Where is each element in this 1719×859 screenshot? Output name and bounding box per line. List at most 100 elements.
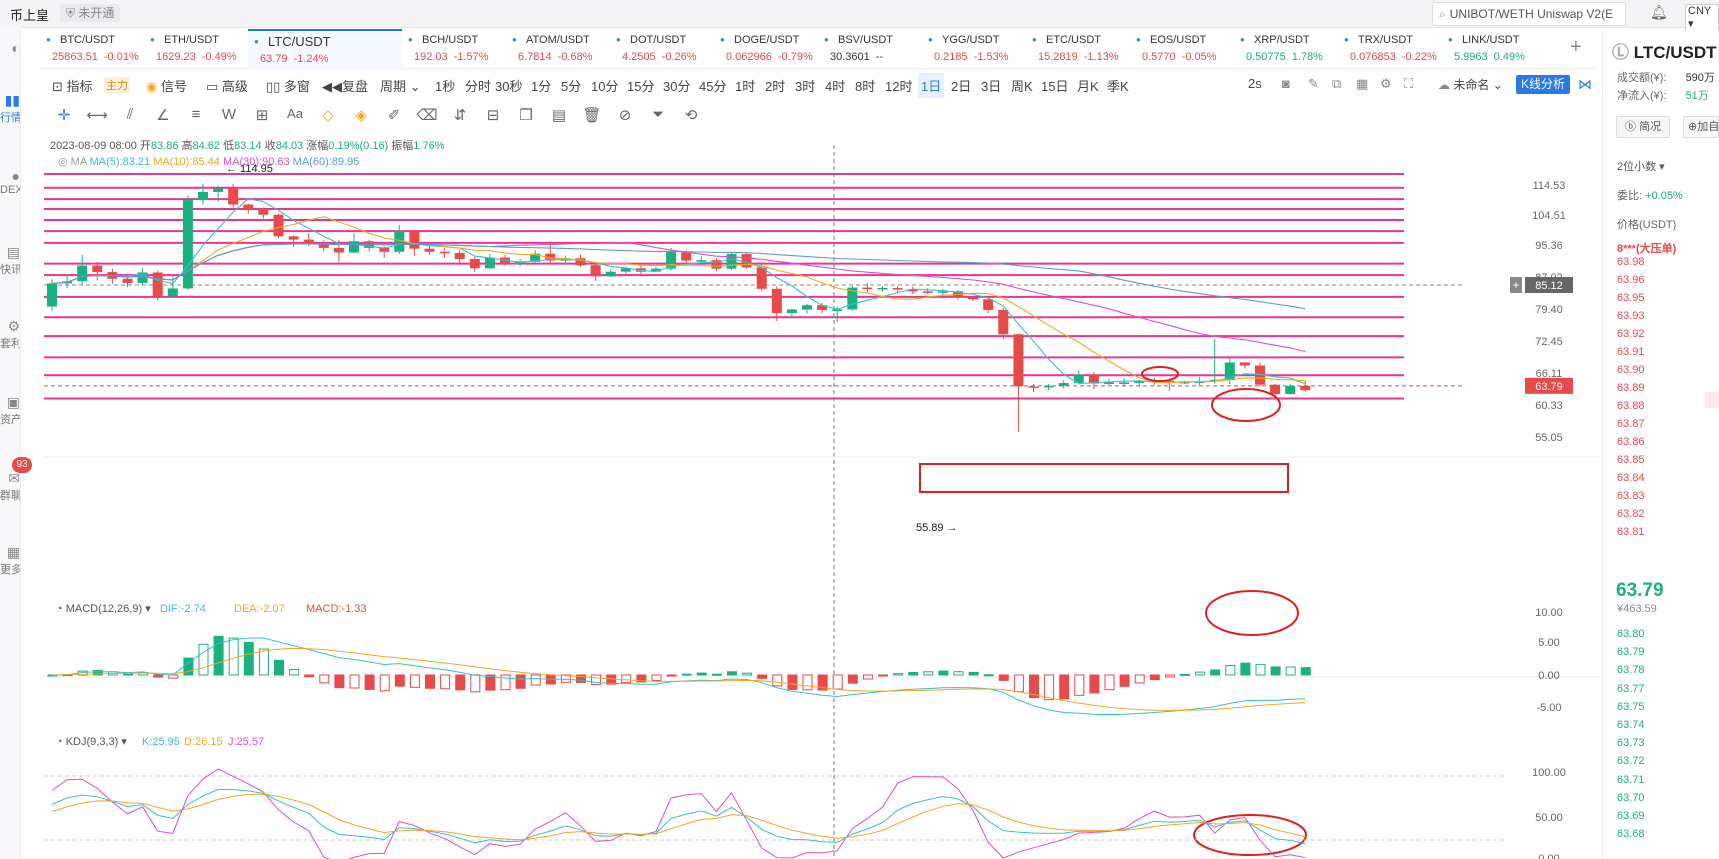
bid-price[interactable]: 63.71 xyxy=(1617,773,1645,786)
ask-price[interactable]: 63.85 xyxy=(1617,454,1645,466)
interval-20[interactable]: 月K xyxy=(1077,79,1099,94)
edit-icon[interactable]: ▤ xyxy=(551,107,567,124)
box-annotation[interactable] xyxy=(919,463,1289,493)
ask-price[interactable]: 63.92 xyxy=(1617,328,1645,340)
pattern-icon[interactable]: ⇵ xyxy=(453,107,467,124)
add-watchlist-button[interactable]: ⊕加自 xyxy=(1683,116,1719,138)
magnet-icon[interactable]: ⊘ xyxy=(618,107,632,124)
advanced-button[interactable]: ▭ 高级 xyxy=(206,76,248,95)
ask-price[interactable]: 63.90 xyxy=(1617,364,1645,376)
search-input[interactable]: ⌕ UNIBOT/WETH Uniswap V2(E xyxy=(1432,2,1626,26)
interval-1[interactable]: 分时 xyxy=(465,79,492,94)
grid-icon[interactable]: ▦ xyxy=(1356,76,1369,91)
interval-13[interactable]: 8时 xyxy=(855,79,876,94)
bid-price[interactable]: 63.74 xyxy=(1617,719,1645,731)
sidebar-item-assets[interactable]: ▣ 资产 xyxy=(0,394,20,427)
interval-11[interactable]: 3时 xyxy=(795,79,816,94)
ticker-tab-doge-usdt[interactable]: ● DOGE/USDT 0.062966 -0.79% xyxy=(714,29,818,68)
ask-price[interactable]: 63.96 xyxy=(1617,274,1645,286)
period-select[interactable]: 周期 ⌄ xyxy=(380,76,421,95)
camera-icon[interactable]: ◙ xyxy=(1282,76,1290,91)
parallel-channel-icon[interactable]: ≡ xyxy=(191,106,201,123)
pen-icon[interactable]: ✎ xyxy=(1308,76,1319,91)
ticker-tab-xrp-usdt[interactable]: ● XRP/USDT 0.50775 1.78% xyxy=(1234,29,1338,68)
sidebar-item-arbitrage[interactable]: ⚙ 套利 xyxy=(0,318,20,351)
account-status-badge[interactable]: ⛨ 未开通 xyxy=(60,4,121,22)
interval-6[interactable]: 15分 xyxy=(627,79,655,94)
interval-8[interactable]: 45分 xyxy=(699,79,727,94)
bid-price[interactable]: 63.73 xyxy=(1617,737,1645,750)
sidebar-item-more[interactable]: ▦ 更多 xyxy=(0,544,20,577)
ticker-tab-btc-usdt[interactable]: ● BTC/USDT 25863.51 -0.01% xyxy=(40,29,144,68)
sidebar-item-market[interactable]: ▮▮ 行情 xyxy=(0,92,20,125)
ask-price[interactable]: 63.86 xyxy=(1617,436,1645,448)
ask-price[interactable]: 63.83 xyxy=(1617,490,1645,502)
circle-annotation[interactable] xyxy=(1211,388,1281,422)
filter-icon[interactable]: ⏷ xyxy=(651,106,664,123)
ask-price[interactable]: 63.89 xyxy=(1617,382,1645,394)
ticker-tab-eos-usdt[interactable]: ● EOS/USDT 0.5770 -0.05% xyxy=(1130,29,1234,68)
sidebar-item-dex[interactable]: ● DEX xyxy=(0,168,20,196)
ticker-tab-eth-usdt[interactable]: ● ETH/USDT 1629.23 -0.49% xyxy=(144,29,248,68)
interval-7[interactable]: 30分 xyxy=(663,79,691,94)
crosshair-plus-icon[interactable] xyxy=(1510,276,1522,293)
ask-price[interactable]: 63.88 xyxy=(1617,400,1645,412)
circle-annotation[interactable] xyxy=(1141,366,1179,382)
interval-9[interactable]: 1时 xyxy=(735,79,756,94)
currency-select[interactable]: CNY ▾ xyxy=(1685,4,1719,31)
refresh-rate[interactable]: 2s xyxy=(1248,76,1262,91)
bid-price[interactable]: 63.72 xyxy=(1617,755,1645,768)
sidebar-logo-icon[interactable]: ◐ xyxy=(11,40,20,56)
sidebar-item-chat[interactable]: ✉ 群聊 xyxy=(0,470,20,503)
bid-price[interactable]: 63.78 xyxy=(1617,664,1645,677)
interval-17[interactable]: 3日 xyxy=(981,79,1002,94)
interval-14[interactable]: 12时 xyxy=(885,79,913,94)
brush-icon[interactable]: ✐ xyxy=(387,107,401,124)
interval-4[interactable]: 5分 xyxy=(561,79,582,94)
lock-icon[interactable]: ⊟ xyxy=(486,107,500,124)
decimals-select[interactable]: 2位小数 ▾ xyxy=(1617,161,1665,173)
replay-button[interactable]: ◀◀复盘 xyxy=(322,76,368,95)
interval-18[interactable]: 周K xyxy=(1011,79,1033,94)
app-logo[interactable]: 币上皇 xyxy=(10,8,50,23)
interval-19[interactable]: 15日 xyxy=(1041,79,1069,94)
sidebar-item-news[interactable]: ▤ 快讯 xyxy=(0,244,20,277)
wave-icon[interactable]: W xyxy=(221,106,237,123)
expand-icon[interactable]: ⤢ xyxy=(1420,145,1430,147)
ticker-tab-link-usdt[interactable]: ● LINK/USDT 5.9963 0.49% xyxy=(1442,29,1546,68)
ticker-tab-etc-usdt[interactable]: ● ETC/USDT 15.2819 -1.13% xyxy=(1026,29,1130,68)
interval-21[interactable]: 季K xyxy=(1107,79,1129,94)
ticker-tab-trx-usdt[interactable]: ● TRX/USDT 0.076853 -0.22% xyxy=(1338,29,1442,68)
interval-15[interactable]: 1日 xyxy=(918,73,945,98)
circle-annotation[interactable] xyxy=(1205,590,1299,636)
ask-price[interactable]: 63.98 xyxy=(1617,256,1645,268)
bid-price[interactable]: 63.69 xyxy=(1617,810,1645,822)
ticker-tab-bsv-usdt[interactable]: ● BSV/USDT 30.3601 -- xyxy=(818,29,922,68)
crosshair-icon[interactable]: ✛ xyxy=(57,107,71,124)
bid-price[interactable]: 63.80 xyxy=(1617,628,1645,640)
box-icon[interactable]: ⊞ xyxy=(255,107,269,124)
interval-12[interactable]: 4时 xyxy=(825,79,846,94)
ask-price[interactable]: 63.93 xyxy=(1617,310,1645,322)
bell-icon[interactable]: 🔔︎ xyxy=(1650,4,1668,20)
ask-price[interactable]: 63.95 xyxy=(1617,292,1645,304)
trend-line-icon[interactable]: ⫽ xyxy=(126,106,134,123)
ticker-tab-atom-usdt[interactable]: ● ATOM/USDT 6.7814 -0.68% xyxy=(506,29,610,68)
circle-annotation[interactable] xyxy=(1193,814,1307,856)
interval-5[interactable]: 10分 xyxy=(591,79,619,94)
brief-button[interactable]: ⓑ 简况 xyxy=(1616,116,1671,138)
bid-price[interactable]: 63.75 xyxy=(1617,700,1645,713)
add-tab-icon[interactable]: + xyxy=(1570,36,1582,58)
share-icon[interactable]: ⋈ xyxy=(1578,76,1592,92)
interval-16[interactable]: 2日 xyxy=(951,79,972,94)
fullscreen-icon[interactable]: ⛶ xyxy=(1404,76,1414,91)
gann-icon[interactable]: ◈ xyxy=(355,107,367,124)
bid-price[interactable]: 63.68 xyxy=(1617,828,1645,841)
ask-price[interactable]: 63.84 xyxy=(1617,472,1645,484)
interval-2[interactable]: 30秒 xyxy=(495,79,523,94)
ask-price[interactable]: 63.82 xyxy=(1617,508,1645,520)
fib-icon[interactable]: ◇ xyxy=(322,107,334,124)
settings-icon[interactable]: ⚙ xyxy=(1380,76,1392,91)
multi-window-button[interactable]: ▯▯ 多窗 xyxy=(266,76,310,95)
bid-price[interactable]: 63.70 xyxy=(1617,791,1645,804)
